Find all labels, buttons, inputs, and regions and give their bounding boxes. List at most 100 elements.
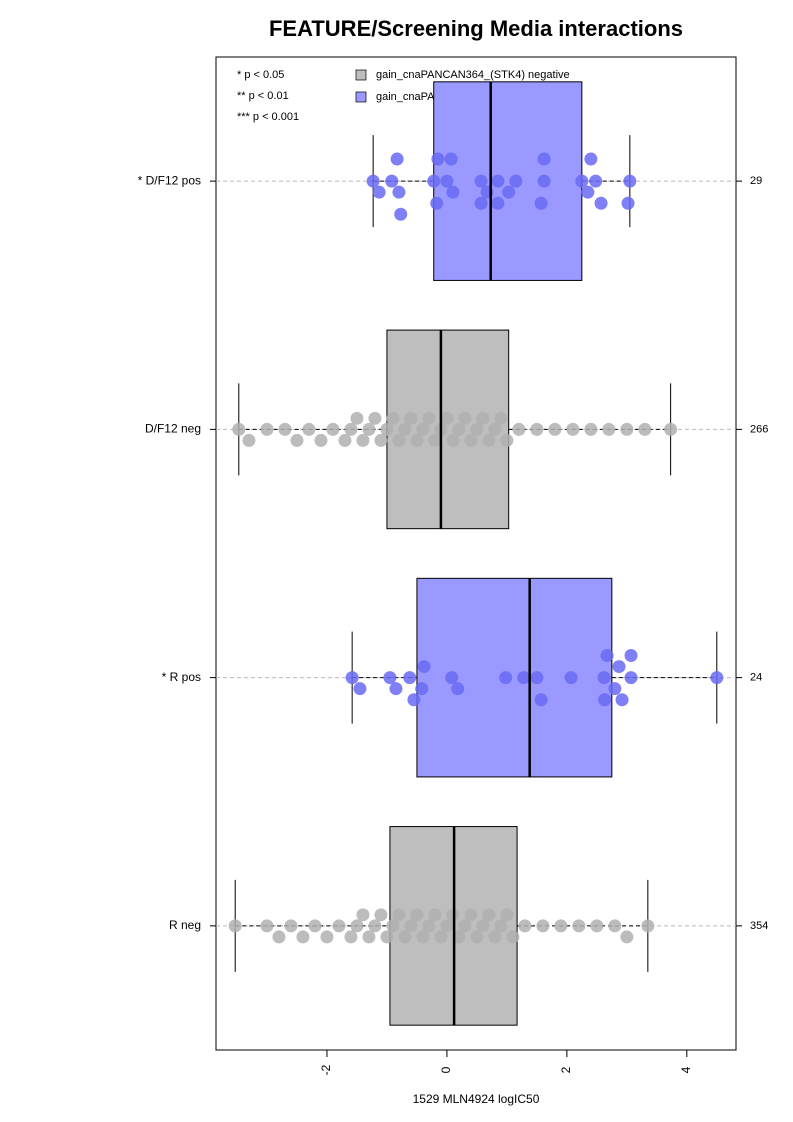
data-point (575, 174, 589, 188)
data-point (394, 207, 408, 221)
data-point (572, 919, 586, 933)
data-point (386, 411, 400, 425)
data-point (590, 919, 604, 933)
data-point (431, 152, 445, 166)
data-point (452, 422, 466, 436)
data-point (350, 411, 364, 425)
significance-note: * p < 0.05 (237, 69, 284, 81)
data-point (488, 930, 502, 944)
x-tick-label: 0 (439, 1066, 453, 1073)
data-point (664, 422, 678, 436)
data-point (612, 660, 626, 674)
y-tick-label: R neg (169, 918, 201, 932)
data-point (428, 433, 442, 447)
data-point (380, 930, 394, 944)
data-point (537, 174, 551, 188)
data-point (417, 660, 431, 674)
data-point (356, 433, 370, 447)
data-point (374, 433, 388, 447)
data-point (464, 433, 478, 447)
data-point (564, 671, 578, 685)
legend-label: gain_cnaPANCAN364_(STK4) negative (376, 69, 570, 81)
data-point (584, 422, 598, 436)
x-axis-label: 1529 MLN4924 logIC50 (413, 1092, 540, 1106)
data-point (624, 671, 638, 685)
data-point (554, 919, 568, 933)
data-point (534, 196, 548, 210)
data-point (440, 919, 454, 933)
box (416, 577, 613, 778)
data-point (589, 174, 603, 188)
data-point (502, 185, 516, 199)
data-point (422, 411, 436, 425)
data-point (446, 433, 460, 447)
data-point (615, 693, 629, 707)
data-point (620, 422, 634, 436)
x-tick-label: 2 (559, 1066, 573, 1073)
data-point (308, 919, 322, 933)
data-point (345, 671, 359, 685)
data-point (386, 919, 400, 933)
data-point (416, 422, 430, 436)
data-point (422, 919, 436, 933)
data-point (534, 693, 548, 707)
data-point (385, 174, 399, 188)
data-point (488, 422, 502, 436)
data-point (641, 919, 655, 933)
data-point (598, 693, 612, 707)
data-point (407, 693, 421, 707)
data-point (530, 422, 544, 436)
data-point (584, 152, 598, 166)
data-point (398, 930, 412, 944)
data-point (440, 411, 454, 425)
data-point (344, 422, 358, 436)
data-point (415, 682, 429, 696)
data-point (600, 649, 614, 663)
data-point (710, 671, 724, 685)
data-point (464, 908, 478, 922)
group-count: 29 (750, 175, 762, 187)
data-point (290, 433, 304, 447)
data-point (620, 930, 634, 944)
data-point (566, 422, 580, 436)
data-point (476, 411, 490, 425)
data-point (404, 919, 418, 933)
group-count: 354 (750, 920, 768, 932)
data-point (380, 422, 394, 436)
data-point (509, 174, 523, 188)
data-point (494, 411, 508, 425)
data-point (594, 196, 608, 210)
data-point (608, 682, 622, 696)
data-point (278, 422, 292, 436)
data-point (392, 185, 406, 199)
data-point (537, 152, 551, 166)
data-point (451, 682, 465, 696)
data-point (284, 919, 298, 933)
data-point (470, 422, 484, 436)
data-point (368, 919, 382, 933)
data-point (602, 422, 616, 436)
data-point (427, 174, 441, 188)
x-tick-label: -2 (319, 1064, 333, 1075)
data-point (476, 919, 490, 933)
data-point (536, 919, 550, 933)
data-point (368, 411, 382, 425)
data-point (410, 433, 424, 447)
data-point (530, 671, 544, 685)
data-point (350, 919, 364, 933)
data-point (242, 433, 256, 447)
data-point (581, 185, 595, 199)
legend-swatch (355, 69, 367, 81)
data-point (362, 930, 376, 944)
data-point (548, 422, 562, 436)
data-point (474, 174, 488, 188)
data-point (623, 174, 637, 188)
data-point (374, 908, 388, 922)
data-point (482, 433, 496, 447)
data-point (260, 919, 274, 933)
data-point (491, 174, 505, 188)
data-point (512, 422, 526, 436)
data-point (302, 422, 316, 436)
data-point (428, 908, 442, 922)
data-point (446, 185, 460, 199)
